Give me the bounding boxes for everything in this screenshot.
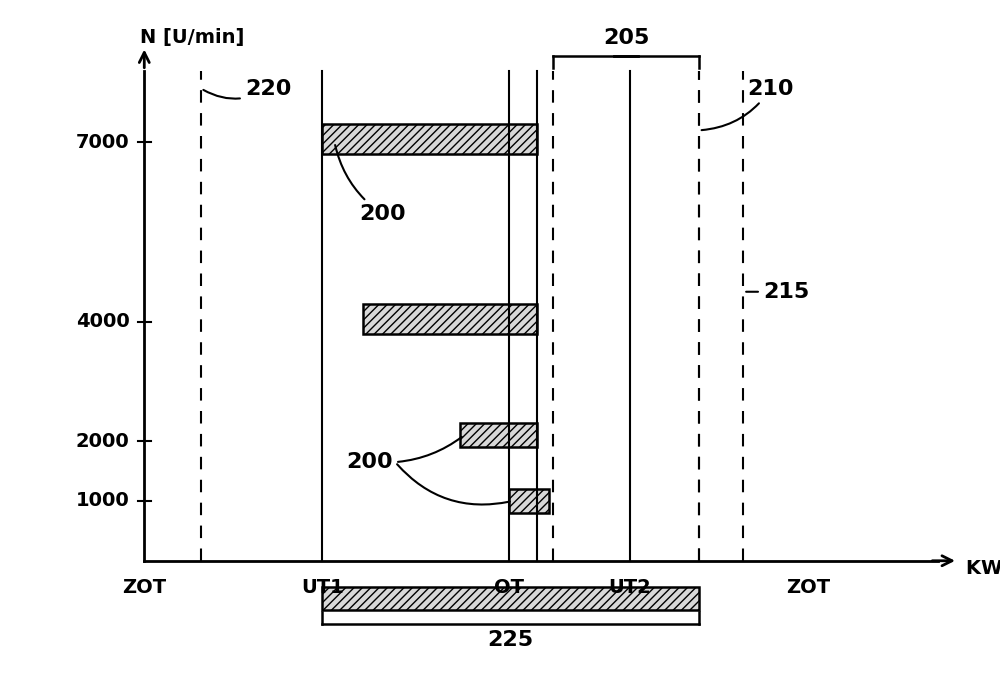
- Text: 205: 205: [603, 28, 649, 49]
- Text: OT: OT: [494, 577, 524, 597]
- Bar: [509, 489, 549, 513]
- Bar: [322, 124, 537, 154]
- Text: ZOT: ZOT: [122, 577, 166, 597]
- Text: KW ★ [°]: KW ★ [°]: [966, 559, 1000, 578]
- Text: UT1: UT1: [301, 577, 344, 597]
- Text: 200: 200: [335, 145, 405, 224]
- Bar: [363, 304, 537, 334]
- Text: 2000: 2000: [76, 432, 130, 450]
- Text: 4000: 4000: [76, 312, 130, 331]
- Text: 7000: 7000: [76, 133, 130, 152]
- Text: ZOT: ZOT: [786, 577, 830, 597]
- Text: 215: 215: [746, 282, 810, 302]
- Text: UT2: UT2: [609, 577, 651, 597]
- Bar: [460, 423, 537, 447]
- Text: 200: 200: [347, 452, 393, 472]
- Text: 220: 220: [203, 78, 292, 99]
- Text: 210: 210: [702, 78, 794, 130]
- Text: N [U/min]: N [U/min]: [140, 28, 245, 47]
- Text: 1000: 1000: [76, 491, 130, 511]
- Bar: [322, 587, 699, 610]
- Text: 225: 225: [488, 629, 534, 650]
